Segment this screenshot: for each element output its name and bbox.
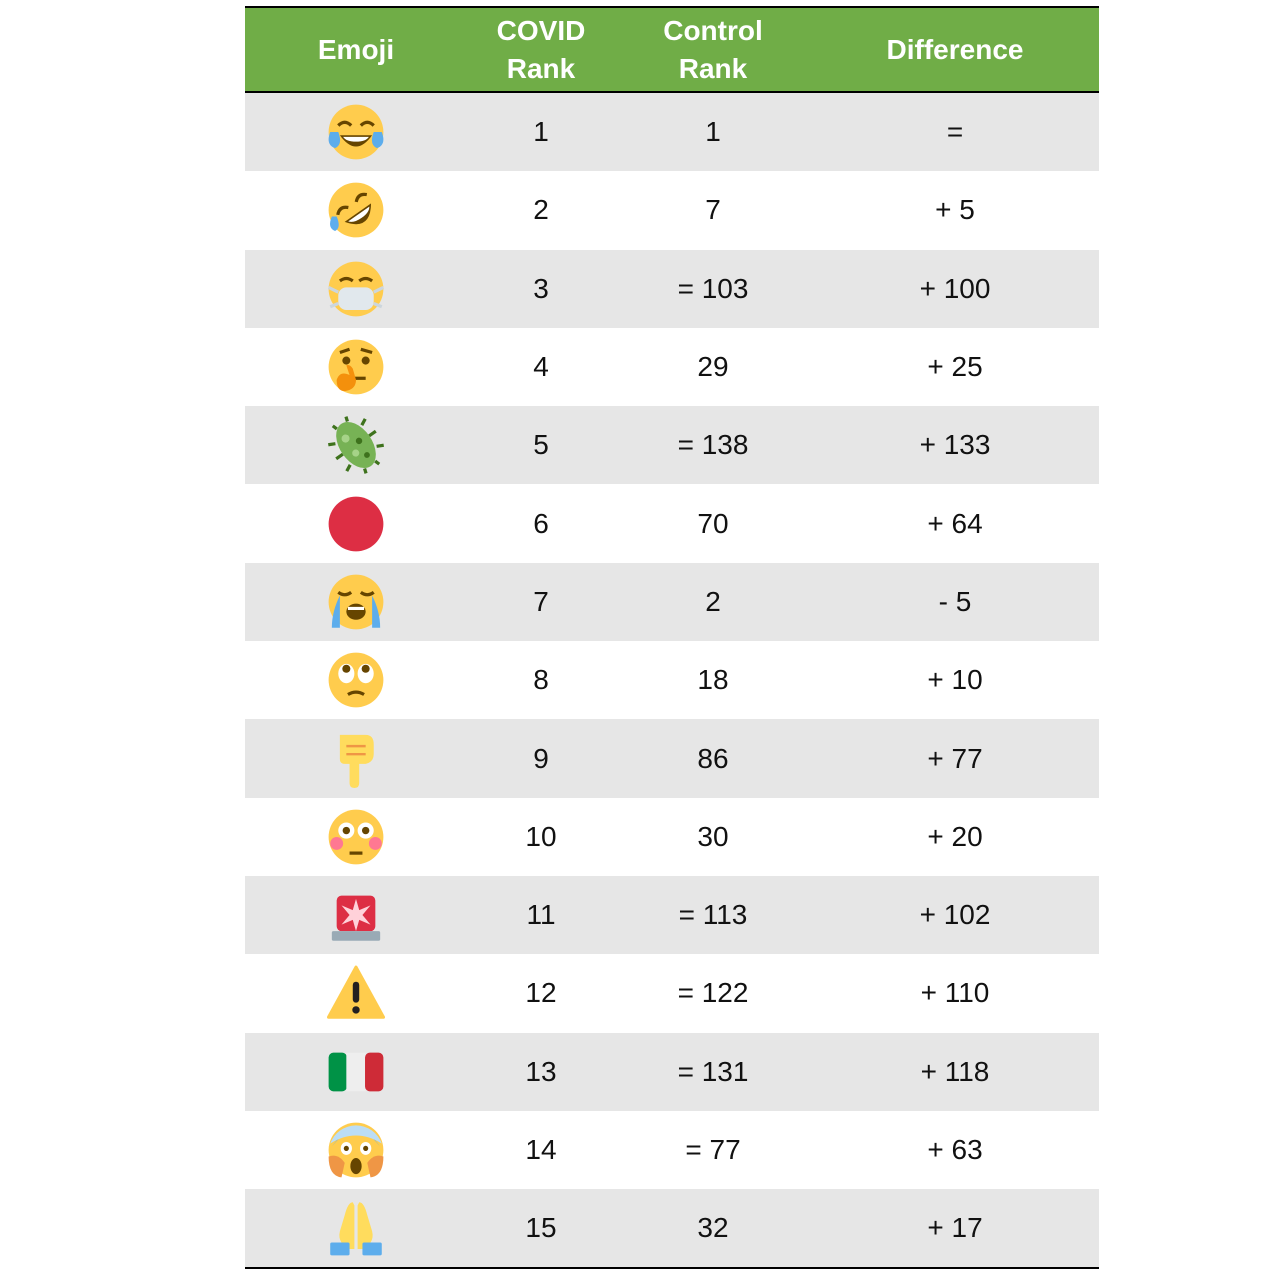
difference-cell: + 10 (927, 664, 983, 696)
control-rank-cell: 7 (705, 194, 721, 226)
covid-rank-cell: 11 (526, 899, 556, 931)
covid-rank-cell: 12 (525, 977, 557, 1009)
emoji-cell (245, 719, 467, 797)
covid-rank-cell: 10 (525, 820, 557, 852)
control-rank-cell: = 122 (677, 977, 749, 1009)
table-header-row: Emoji COVID Rank Control Rank Difference (245, 6, 1099, 93)
covid-rank-cell: 1 (533, 116, 549, 148)
difference-cell: + 64 (927, 507, 983, 539)
emoji-cell (245, 641, 467, 719)
control-rank-cell: 18 (697, 664, 729, 696)
table-row: 5 = 138 + 133 (245, 406, 1099, 485)
table-row: 6 70 + 64 (245, 484, 1099, 562)
face-with-tears-of-joy-icon (327, 103, 385, 161)
difference-cell: + 25 (927, 351, 983, 383)
control-rank-cell: 29 (697, 351, 729, 383)
table-row: 9 86 + 77 (245, 719, 1099, 798)
warning-icon (327, 964, 385, 1022)
header-emoji: Emoji (317, 33, 395, 65)
control-rank-cell: = 131 (677, 1055, 749, 1087)
control-rank-cell: = 138 (677, 429, 749, 461)
difference-cell: + 102 (919, 899, 991, 931)
police-car-light-icon (327, 886, 385, 944)
emoji-cell (245, 563, 467, 641)
emoji-cell (245, 1033, 467, 1111)
difference-cell: + 100 (919, 272, 991, 304)
emoji-cell (245, 1189, 467, 1267)
difference-cell: + 110 (920, 977, 990, 1009)
table-row: 13 = 131 + 118 (245, 1032, 1099, 1111)
emoji-cell (245, 798, 467, 876)
emoji-cell (245, 1111, 467, 1189)
control-rank-cell: 32 (697, 1212, 729, 1244)
flushed-face-icon (327, 808, 385, 866)
microbe-icon (327, 416, 385, 475)
covid-rank-cell: 3 (533, 272, 549, 304)
control-rank-cell: = 77 (685, 1134, 741, 1165)
folded-hands-icon (327, 1199, 385, 1257)
emoji-cell (245, 484, 467, 562)
face-with-medical-mask-icon (327, 260, 385, 318)
table-row: 11 = 113 + 102 (245, 875, 1099, 955)
table-row: 7 2 - 5 (245, 562, 1099, 642)
table-row: 15 32 + 17 (245, 1189, 1099, 1270)
rolling-on-floor-laughing-icon (327, 181, 385, 239)
covid-rank-cell: 14 (525, 1134, 557, 1165)
covid-rank-cell: 6 (533, 507, 549, 539)
difference-cell: + 17 (927, 1212, 983, 1244)
covid-rank-cell: 15 (525, 1212, 557, 1244)
covid-rank-cell: 5 (533, 429, 549, 461)
emoji-cell (245, 328, 467, 406)
covid-rank-cell: 13 (525, 1055, 557, 1087)
covid-rank-cell: 8 (533, 664, 549, 696)
covid-rank-cell: 4 (533, 351, 549, 383)
emoji-rank-table: Emoji COVID Rank Control Rank Difference… (245, 6, 1099, 1270)
flag-italy-icon (327, 1043, 385, 1101)
difference-cell: + 77 (927, 742, 983, 774)
control-rank-cell: 86 (697, 742, 729, 774)
table-row: 4 29 + 25 (245, 328, 1099, 406)
control-rank-cell: 2 (705, 585, 721, 617)
control-rank-cell: 30 (697, 820, 729, 852)
table-row: 14 = 77 + 63 (245, 1111, 1099, 1189)
header-control-rank: Control Rank (663, 14, 763, 84)
thinking-face-icon (327, 338, 385, 396)
covid-rank-cell: 2 (533, 194, 549, 226)
difference-cell: + 63 (927, 1134, 983, 1165)
header-difference: Difference (886, 33, 1024, 65)
difference-cell: + 20 (927, 820, 983, 852)
red-circle-icon (327, 495, 385, 553)
difference-cell: + 5 (935, 194, 975, 226)
face-screaming-in-fear-icon (327, 1121, 385, 1179)
header-covid-rank: COVID Rank (496, 14, 586, 84)
control-rank-cell: 1 (705, 116, 721, 148)
emoji-cell (245, 250, 467, 328)
emoji-cell (245, 954, 467, 1032)
table-row: 8 18 + 10 (245, 641, 1099, 719)
table-row: 2 7 + 5 (245, 171, 1099, 249)
loudly-crying-face-icon (327, 573, 385, 631)
difference-cell: = (946, 116, 964, 148)
emoji-cell (245, 93, 467, 171)
backhand-index-pointing-down-icon (327, 730, 385, 788)
emoji-cell (245, 171, 467, 249)
difference-cell: + 118 (920, 1055, 990, 1087)
emoji-cell (245, 876, 467, 954)
covid-rank-cell: 9 (533, 742, 549, 774)
covid-rank-cell: 7 (533, 585, 549, 617)
table-row: 1 1 = (245, 93, 1099, 172)
control-rank-cell: = 103 (677, 272, 749, 304)
table-body: 1 1 = 2 7 + 5 3 = 103 + 100 4 29 + 25 (245, 93, 1099, 1270)
table-row: 3 = 103 + 100 (245, 249, 1099, 328)
difference-cell: - 5 (938, 585, 972, 617)
control-rank-cell: = 113 (678, 899, 748, 931)
difference-cell: + 133 (919, 429, 991, 461)
emoji-cell (245, 406, 467, 484)
control-rank-cell: 70 (697, 507, 729, 539)
table-row: 10 30 + 20 (245, 798, 1099, 876)
table-row: 12 = 122 + 110 (245, 954, 1099, 1032)
face-with-rolling-eyes-icon (327, 651, 385, 709)
